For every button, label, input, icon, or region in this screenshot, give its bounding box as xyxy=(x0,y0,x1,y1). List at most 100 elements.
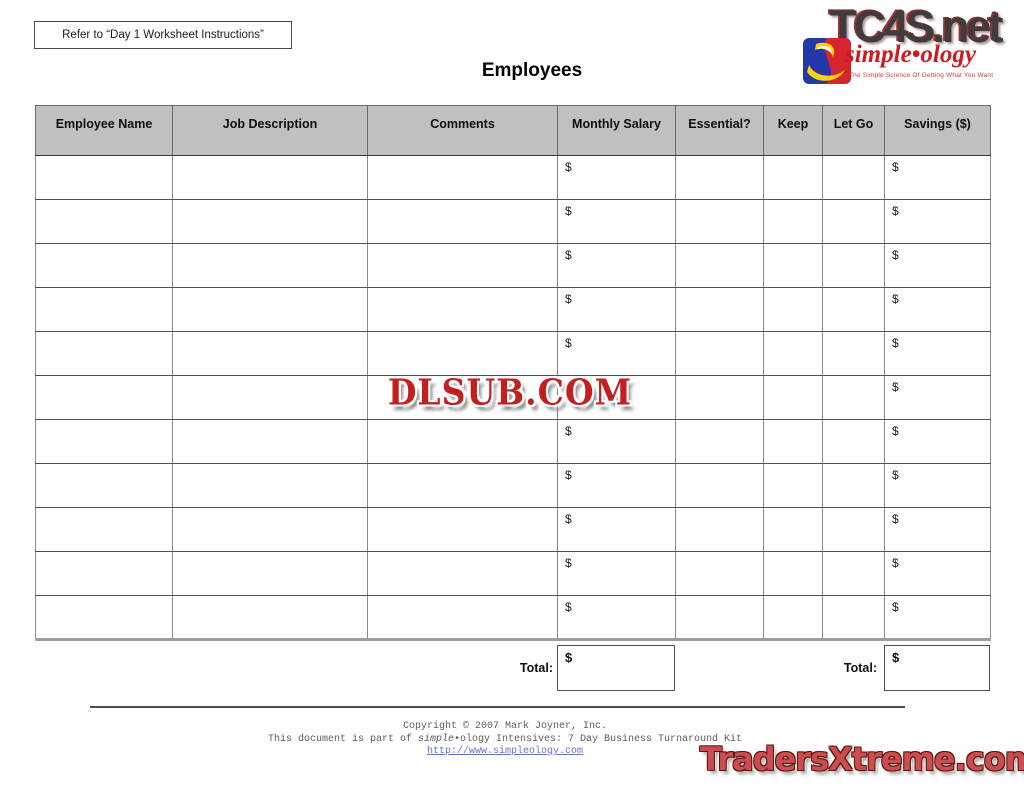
cell-job-description xyxy=(172,419,368,464)
cell-let-go xyxy=(822,551,885,596)
link-line: http://www.simpleology.com xyxy=(0,746,1010,759)
cell-monthly-salary: $ xyxy=(557,507,676,552)
cell-comments xyxy=(367,463,558,508)
table-head: Employee Name Job Description Comments Mont… xyxy=(35,105,991,156)
cell-let-go xyxy=(822,375,885,420)
cell-comments xyxy=(367,419,558,464)
cell-essential xyxy=(675,463,764,508)
savings-total-cell: $ xyxy=(884,645,990,691)
cell-monthly-salary: $ xyxy=(557,375,676,420)
cell-savings: $ xyxy=(884,595,991,640)
column-header: Savings ($) xyxy=(884,105,991,156)
simpleology-logo-icon xyxy=(803,38,851,84)
cell-employee-name xyxy=(35,375,173,420)
cell-monthly-salary: $ xyxy=(557,595,676,640)
cell-job-description xyxy=(172,199,368,244)
cell-monthly-salary: $ xyxy=(557,287,676,332)
cell-job-description xyxy=(172,507,368,552)
cell-essential xyxy=(675,507,764,552)
column-header: Essential? xyxy=(675,105,764,156)
cell-savings: $ xyxy=(884,375,991,420)
cell-let-go xyxy=(822,595,885,640)
cell-essential xyxy=(675,375,764,420)
totals-row: Total: $ Total: $ xyxy=(35,645,990,691)
cell-savings: $ xyxy=(884,243,991,288)
cell-employee-name xyxy=(35,595,173,640)
table-row: $ $ xyxy=(35,331,991,376)
cell-savings: $ xyxy=(884,419,991,464)
cell-employee-name xyxy=(35,243,173,288)
cell-let-go xyxy=(822,463,885,508)
cell-monthly-salary: $ xyxy=(557,243,676,288)
cell-keep xyxy=(763,419,823,464)
cell-essential xyxy=(675,287,764,332)
instruction-box: Refer to “Day 1 Worksheet Instructions” xyxy=(34,21,292,49)
cell-comments xyxy=(367,155,558,200)
table-row: $ $ xyxy=(35,375,991,420)
cell-comments xyxy=(367,375,558,420)
cell-job-description xyxy=(172,287,368,332)
cell-savings: $ xyxy=(884,287,991,332)
table-header-row: Employee Name Job Description Comments Mont… xyxy=(35,105,991,156)
cell-comments xyxy=(367,199,558,244)
cell-job-description xyxy=(172,551,368,596)
table-row: $ $ xyxy=(35,419,991,464)
cell-employee-name xyxy=(35,551,173,596)
cell-keep xyxy=(763,155,823,200)
cell-job-description xyxy=(172,243,368,288)
attribution-prefix: This document is part of xyxy=(267,733,418,745)
attribution-italic: simple xyxy=(417,733,454,745)
cell-employee-name xyxy=(35,419,173,464)
table-row: $ $ xyxy=(35,155,991,200)
cell-job-description xyxy=(172,155,368,200)
cell-job-description xyxy=(172,375,368,420)
cell-let-go xyxy=(822,287,885,332)
cell-job-description xyxy=(172,463,368,508)
cell-savings: $ xyxy=(884,507,991,552)
cell-let-go xyxy=(822,155,885,200)
employees-table: Employee Name Job Description Comments Mont… xyxy=(35,105,991,641)
column-header: Job Description xyxy=(172,105,368,156)
tradersxtreme-watermark: TradersXtreme.com xyxy=(700,740,1024,778)
cell-comments xyxy=(367,331,558,376)
column-header: Let Go xyxy=(822,105,885,156)
cell-monthly-salary: $ xyxy=(557,551,676,596)
salary-total-label: Total: xyxy=(519,661,553,675)
cell-let-go xyxy=(822,199,885,244)
cell-monthly-salary: $ xyxy=(557,199,676,244)
cell-let-go xyxy=(822,243,885,288)
cell-let-go xyxy=(822,419,885,464)
cell-savings: $ xyxy=(884,463,991,508)
cell-let-go xyxy=(822,331,885,376)
cell-job-description xyxy=(172,331,368,376)
cell-employee-name xyxy=(35,507,173,552)
cell-comments xyxy=(367,551,558,596)
savings-total-value: $ xyxy=(892,650,900,665)
cell-essential xyxy=(675,595,764,640)
cell-keep xyxy=(763,287,823,332)
tc4s-site-name: TC4S.net xyxy=(829,1,1003,52)
cell-savings: $ xyxy=(884,551,991,596)
table-row: $ $ xyxy=(35,595,991,640)
page-title: Employees xyxy=(481,60,583,81)
copyright-line: Copyright © 2007 Mark Joyner, Inc. xyxy=(402,721,608,732)
cell-monthly-salary: $ xyxy=(557,155,676,200)
cell-essential xyxy=(675,331,764,376)
cell-comments xyxy=(367,287,558,332)
cell-keep xyxy=(763,243,823,288)
cell-keep xyxy=(763,199,823,244)
cell-essential xyxy=(675,419,764,464)
cell-comments xyxy=(367,507,558,552)
cell-monthly-salary: $ xyxy=(557,463,676,508)
cell-keep xyxy=(763,463,823,508)
simpleology-tagline: The Simple Science Of Getting What You W… xyxy=(849,72,994,79)
attribution-rest: •ology Intensives: 7 Day Business Turnar… xyxy=(454,733,743,745)
cell-essential xyxy=(675,243,764,288)
table-row: $ $ xyxy=(35,199,991,244)
cell-essential xyxy=(675,155,764,200)
simpleology-brand: simple•ology xyxy=(845,41,976,68)
simpleology-link[interactable]: http://www.simpleology.com xyxy=(426,746,584,757)
cell-let-go xyxy=(822,507,885,552)
attribution-line: This document is part of simple•ology In… xyxy=(0,734,1010,747)
